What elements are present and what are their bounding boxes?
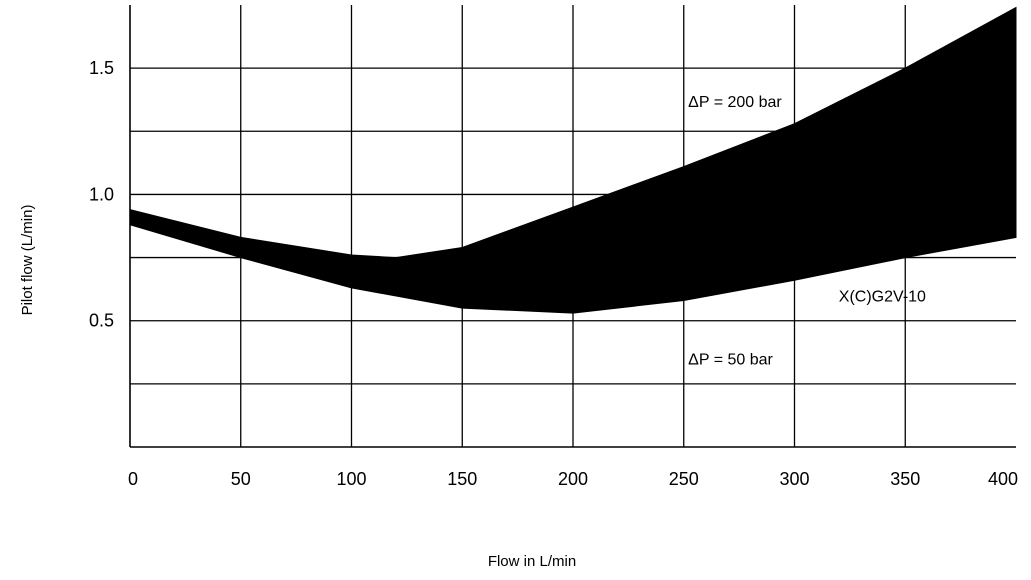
annotation-1: ΔP = 50 bar [688, 352, 773, 369]
y-tick-labels: 0.5 1.0 1.5 [89, 58, 114, 331]
y-tick-label-0: 0.5 [89, 311, 114, 331]
x-axis-label: Flow in L/min [488, 553, 576, 570]
x-tick-label-8: 400 [988, 469, 1018, 489]
x-tick-label-5: 250 [669, 469, 699, 489]
x-tick-label-7: 350 [890, 469, 920, 489]
y-axis-label: Pilot flow (L/min) [19, 205, 36, 316]
x-tick-label-4: 200 [558, 469, 588, 489]
x-tick-label-1: 50 [231, 469, 251, 489]
pressure-band-area [129, 6, 1017, 314]
plot-frame [129, 5, 1016, 448]
annotations: ΔP = 200 bar ΔP = 50 bar X(C)G2V-10 [688, 94, 926, 369]
y-tick-label-2: 1.5 [89, 58, 114, 78]
y-tick-label-1: 1.0 [89, 184, 114, 204]
annotation-0: ΔP = 200 bar [688, 94, 782, 111]
x-tick-label-3: 150 [447, 469, 477, 489]
flow-band [129, 6, 1017, 314]
x-tick-labels: 0 50 100 150 200 250 300 350 400 [128, 469, 1018, 489]
x-tick-label-0: 0 [128, 469, 138, 489]
x-tick-label-6: 300 [779, 469, 809, 489]
annotation-2: X(C)G2V-10 [839, 288, 926, 305]
x-tick-label-2: 100 [336, 469, 366, 489]
